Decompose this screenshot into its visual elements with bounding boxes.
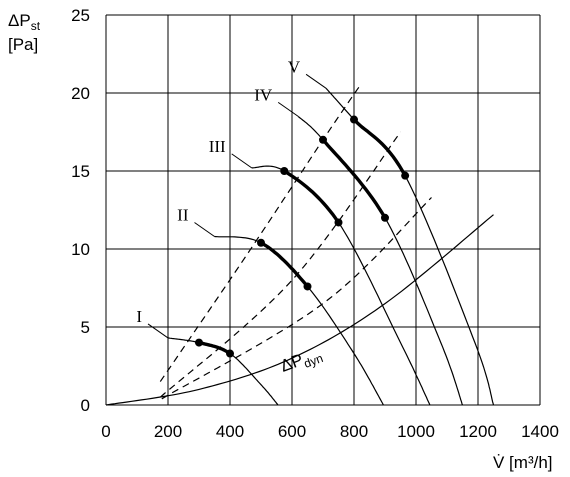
curve-label: IV <box>254 85 273 104</box>
y-tick-labels: 0 5 10 15 20 25 <box>71 6 90 415</box>
x-tick-label: 0 <box>101 422 110 441</box>
x-tick-label: 200 <box>154 422 182 441</box>
y-tick-label: 5 <box>81 318 90 337</box>
curve-label: V <box>288 57 301 76</box>
y-tick-label: 10 <box>71 240 90 259</box>
operating-point-marker <box>334 218 343 227</box>
x-tick-labels: 0 200 400 600 800 1000 1200 1400 <box>101 422 559 441</box>
curve-label-leader <box>231 153 252 169</box>
operating-point-marker <box>195 338 203 347</box>
curve-label: III <box>209 137 226 156</box>
fan-curve <box>325 87 495 406</box>
y-tick-label: 0 <box>81 396 90 415</box>
dynamic-pressure-label: ΔPdyn <box>278 344 325 379</box>
dyn-label-sub: dyn <box>302 351 325 371</box>
y-axis-label: ΔPst <box>8 11 41 33</box>
curve-label-leader <box>194 222 215 237</box>
fan-curve <box>251 165 431 406</box>
y-tick-label: 20 <box>71 84 90 103</box>
system-curve <box>161 197 432 400</box>
operating-point-marker <box>226 349 234 358</box>
operating-point-marker <box>401 171 410 180</box>
curve-label-leader <box>277 101 299 117</box>
operating-point-marker <box>280 167 289 175</box>
y-axis-label-delta: ΔP <box>8 11 31 30</box>
operating-point-marker <box>303 282 312 291</box>
curve-label: I <box>136 307 142 326</box>
x-tick-label: 400 <box>216 422 244 441</box>
x-tick-label: 800 <box>340 422 368 441</box>
fan-curve-operating-range <box>321 138 387 220</box>
fan-curve-operating-range <box>197 340 232 356</box>
curve-label: II <box>177 206 189 225</box>
curve-label-leader <box>305 73 327 89</box>
x-tick-label: 600 <box>278 422 306 441</box>
dynamic-pressure-curve <box>105 214 494 406</box>
operating-point-marker <box>350 115 358 124</box>
x-tick-label: 1200 <box>459 422 497 441</box>
x-tick-label: 1000 <box>397 422 435 441</box>
svg-text:ΔPdyn: ΔPdyn <box>278 344 325 379</box>
y-axis-unit: [Pa] <box>8 35 38 54</box>
curve-label-leader <box>147 323 169 339</box>
fan-curve-operating-range <box>259 241 310 289</box>
operating-point-marker <box>319 135 327 144</box>
system-curve <box>159 84 361 382</box>
grid <box>105 14 541 406</box>
operating-point-marker <box>257 238 265 247</box>
y-axis-label-sub: st <box>31 19 41 33</box>
x-axis-label: V̇ [m³/h] <box>493 453 553 472</box>
x-tick-label: 1400 <box>521 422 559 441</box>
operating-point-marker <box>381 213 389 222</box>
y-tick-label: 15 <box>71 162 90 181</box>
markers <box>195 115 410 358</box>
fan-curve-operating-range <box>282 169 341 225</box>
fan-curve-operating-range <box>352 117 407 178</box>
y-tick-label: 25 <box>71 6 90 25</box>
